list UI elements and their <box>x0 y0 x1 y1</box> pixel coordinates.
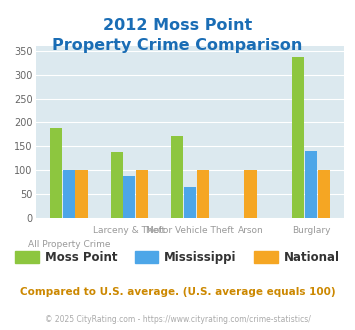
Text: Larceny & Theft: Larceny & Theft <box>93 226 165 235</box>
Bar <box>318 170 330 218</box>
Text: Motor Vehicle Theft: Motor Vehicle Theft <box>146 226 234 235</box>
Bar <box>292 57 304 218</box>
Bar <box>305 150 317 218</box>
Bar <box>123 176 135 218</box>
Legend: Moss Point, Mississippi, National: Moss Point, Mississippi, National <box>10 246 345 269</box>
Text: Arson: Arson <box>237 226 263 235</box>
Bar <box>111 152 123 218</box>
Bar <box>63 170 75 218</box>
Bar <box>50 128 62 218</box>
Bar <box>245 170 257 218</box>
Bar <box>76 170 88 218</box>
Text: 2012 Moss Point: 2012 Moss Point <box>103 18 252 33</box>
Bar <box>184 187 196 218</box>
Bar <box>197 170 209 218</box>
Text: Compared to U.S. average. (U.S. average equals 100): Compared to U.S. average. (U.S. average … <box>20 287 335 297</box>
Text: Property Crime Comparison: Property Crime Comparison <box>52 38 303 53</box>
Text: © 2025 CityRating.com - https://www.cityrating.com/crime-statistics/: © 2025 CityRating.com - https://www.city… <box>45 315 310 324</box>
Bar <box>171 136 183 218</box>
Text: All Property Crime: All Property Crime <box>28 240 110 249</box>
Bar <box>136 170 148 218</box>
Text: Burglary: Burglary <box>292 226 330 235</box>
